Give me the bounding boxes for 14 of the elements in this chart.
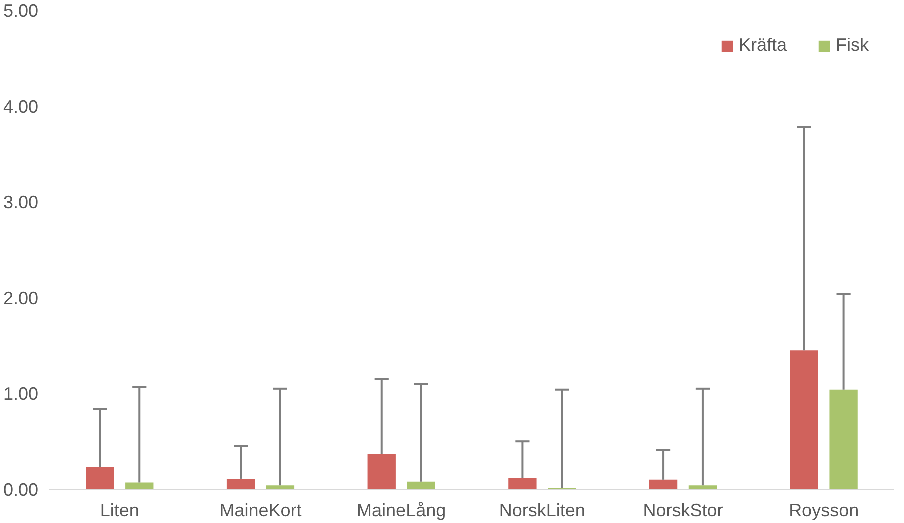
legend-label: Kräfta [738, 35, 787, 56]
legend-label: Fisk [836, 35, 869, 56]
y-tick-label: 1.00 [3, 384, 39, 404]
y-tick-label: 2.00 [3, 288, 39, 308]
y-tick-label: 0.00 [3, 480, 39, 500]
y-tick-label: 5.00 [3, 1, 39, 21]
y-tick-label: 4.00 [3, 96, 39, 117]
x-tick-label: MaineLång [357, 500, 446, 520]
x-tick-label: Liten [100, 500, 140, 520]
y-tick-label: 3.00 [3, 192, 39, 213]
x-tick-label: MaineKort [220, 500, 302, 520]
x-tick-label: Roysson [789, 500, 860, 520]
x-tick-label: NorskLiten [499, 500, 586, 520]
x-tick-label: NorskStor [643, 500, 724, 520]
